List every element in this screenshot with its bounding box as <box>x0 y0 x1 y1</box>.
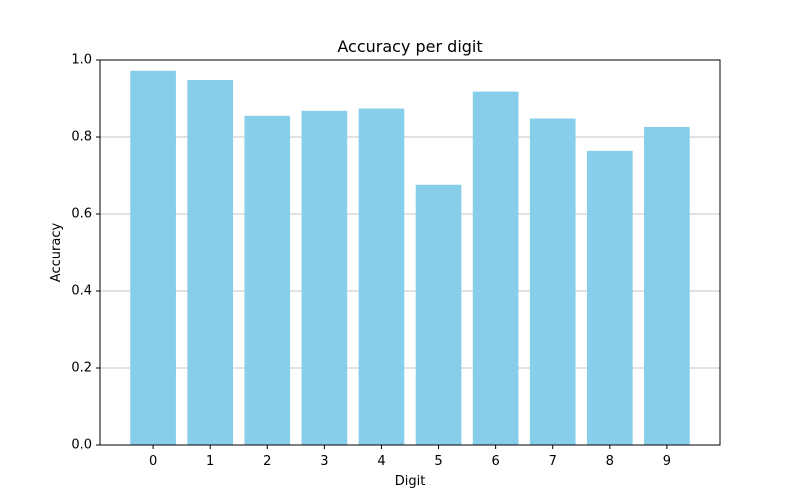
bar-digit-2 <box>244 115 291 445</box>
x-tick-label: 4 <box>377 454 385 469</box>
x-tick-label: 5 <box>434 454 442 469</box>
y-axis-label: Accuracy <box>49 223 64 283</box>
x-tick-label: 8 <box>606 454 614 469</box>
x-tick-label: 3 <box>320 454 328 469</box>
bar-digit-9 <box>644 126 690 446</box>
bar-digit-8 <box>586 150 633 446</box>
x-axis-ticks: 0 1 2 3 4 5 6 7 8 9 <box>149 445 671 469</box>
bar-digit-5 <box>415 184 462 446</box>
y-tick-label: 0.8 <box>71 130 92 145</box>
bar-digit-3 <box>301 110 348 445</box>
x-tick-label: 7 <box>549 454 557 469</box>
y-tick-label: 1.0 <box>71 53 92 68</box>
x-tick-label: 1 <box>206 454 214 469</box>
bars <box>130 70 690 446</box>
bar-digit-4 <box>358 108 405 445</box>
x-tick-label: 6 <box>491 454 499 469</box>
y-tick-label: 0.2 <box>71 361 92 376</box>
y-tick-label: 0.4 <box>71 284 92 299</box>
bar-digit-1 <box>187 80 234 446</box>
plot-frame <box>99 59 721 446</box>
y-tick-label: 0.6 <box>71 207 92 222</box>
x-axis-label: Digit <box>395 474 426 489</box>
x-tick-label: 2 <box>263 454 271 469</box>
bar-digit-0 <box>130 70 176 445</box>
bar-digit-6 <box>472 91 519 445</box>
x-tick-label: 0 <box>149 454 157 469</box>
x-tick-label: 9 <box>663 454 671 469</box>
chart-title: Accuracy per digit <box>337 37 482 56</box>
y-axis-ticks: 0.0 0.2 0.4 0.6 0.8 1.0 <box>71 53 100 453</box>
y-tick-label: 0.0 <box>71 438 92 453</box>
bar-digit-7 <box>529 118 576 446</box>
